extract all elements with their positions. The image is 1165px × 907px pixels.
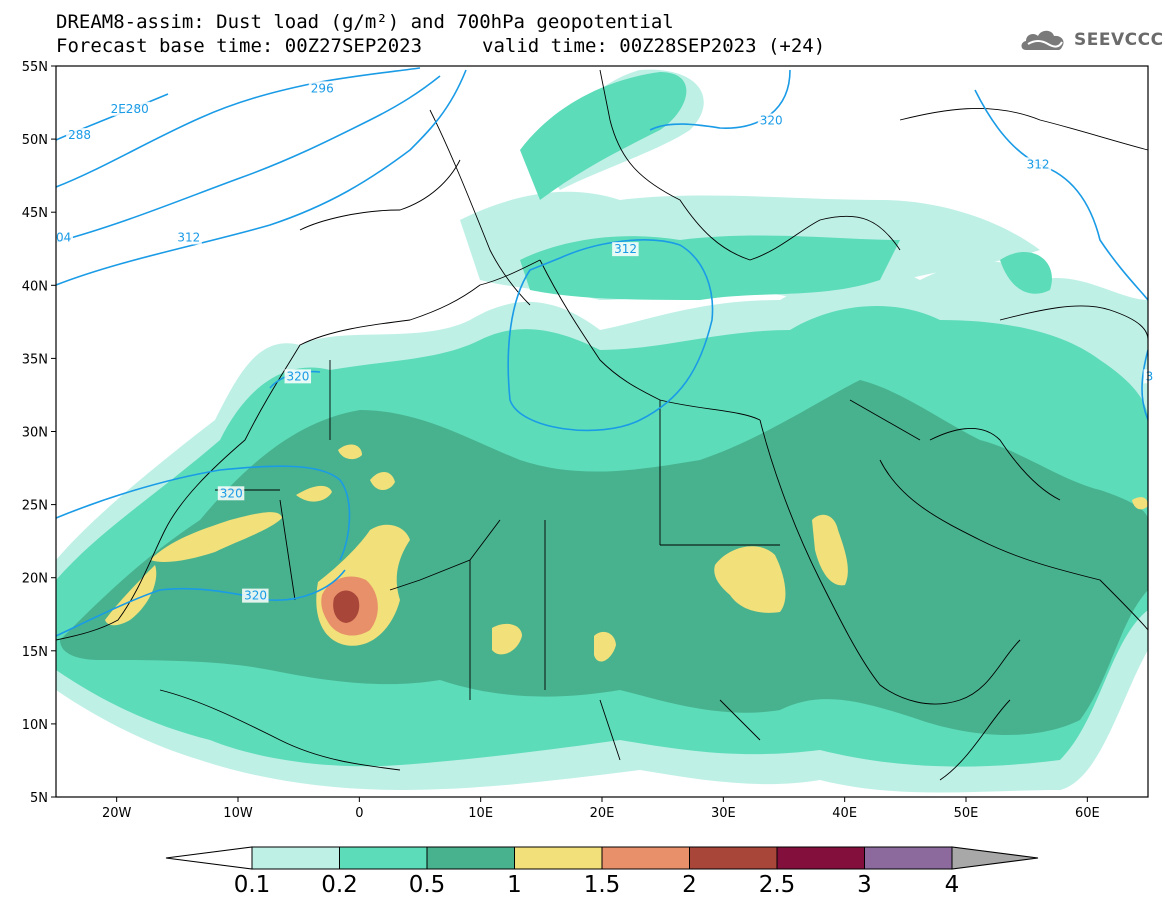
lon-tick-label: 20E xyxy=(590,806,615,821)
contour-label: 312 xyxy=(614,242,637,256)
lat-tick-label: 35N xyxy=(22,352,48,367)
valid-time: valid time: 00Z28SEP2023 (+24) xyxy=(482,35,826,57)
latitude-axis: 55N 50N 45N 40N 35N 30N 25N 20N 15N 10N 5N xyxy=(22,60,56,806)
colorbar-segment xyxy=(514,846,603,870)
colorbar-label: 2.5 xyxy=(759,872,796,898)
lat-tick-label: 55N xyxy=(22,60,48,75)
colorbar-segment xyxy=(601,846,690,870)
dust-band-2 xyxy=(333,590,360,623)
colorbar-segment xyxy=(864,846,953,870)
dust-band-0-5 xyxy=(60,380,1148,735)
contour-label: 320 xyxy=(287,369,310,383)
coastlines xyxy=(56,69,1148,781)
colorbar-upper-arrow xyxy=(951,846,1039,870)
contour-label-bg xyxy=(1143,369,1156,384)
contour-label-bg xyxy=(612,242,639,257)
map-title: DREAM8-assim: Dust load (g/m²) and 700hP… xyxy=(56,11,674,33)
contour-label-bg xyxy=(66,128,93,143)
contour-label: 288 xyxy=(68,128,91,142)
colorbar-label: 3 xyxy=(857,872,872,898)
lon-tick-label: 0 xyxy=(355,806,363,821)
contour-labels: 2E280 288 296 04 312 312 320 312 320 320 320 3 xyxy=(54,81,1156,603)
contour-label: 2E280 xyxy=(111,102,149,116)
lat-tick-label: 50N xyxy=(22,133,48,148)
dust-field xyxy=(56,69,1148,793)
contour-label-bg xyxy=(54,230,73,245)
colorbar-label: 1.5 xyxy=(584,872,621,898)
colorbar-label: 0.1 xyxy=(234,872,271,898)
lat-tick-label: 40N xyxy=(22,279,48,294)
lon-tick-label: 20W xyxy=(102,806,132,821)
contour-label-bg xyxy=(108,101,151,116)
contour-label-bg xyxy=(308,81,336,96)
colorbar-segment xyxy=(251,846,340,870)
lon-tick-label: 50E xyxy=(954,806,979,821)
contour-label-bg xyxy=(175,230,202,245)
lon-tick-label: 10W xyxy=(223,806,253,821)
geopotential-contours xyxy=(56,67,1148,637)
colorbar-segment xyxy=(776,846,865,870)
lat-tick-label: 20N xyxy=(22,572,48,587)
logo-text: SEEVCCC xyxy=(1074,30,1164,50)
colorbar-label: 0.2 xyxy=(321,872,358,898)
colorbar-lower-arrow xyxy=(165,846,253,870)
colorbar-label: 4 xyxy=(945,872,960,898)
lon-tick-label: 40E xyxy=(832,806,857,821)
contour-label-bg xyxy=(1024,157,1052,172)
seevccc-logo: SEEVCCC xyxy=(1018,26,1164,54)
lat-tick-label: 5N xyxy=(30,791,48,806)
lon-tick-label: 60E xyxy=(1075,806,1100,821)
contour-label: 320 xyxy=(220,486,243,500)
contour-label: 320 xyxy=(244,589,267,603)
lat-tick-label: 25N xyxy=(22,499,48,514)
longitude-axis: 20W 10W 0 10E 20E 30E 40E 50E 60E xyxy=(102,797,1100,821)
contour-label-bg xyxy=(284,369,312,384)
contour-label: 320 xyxy=(760,113,783,127)
forecast-base-time: Forecast base time: 00Z27SEP2023 xyxy=(56,35,423,57)
colorbar: 0.1 0.2 0.5 1 1.5 2 2.5 3 4 xyxy=(165,846,1039,898)
contour-label-bg xyxy=(757,113,785,128)
lon-tick-label: 30E xyxy=(711,806,736,821)
contour-label-bg xyxy=(242,588,269,603)
colorbar-label: 1 xyxy=(507,872,522,898)
contour-label: 296 xyxy=(311,81,334,95)
colorbar-segment xyxy=(339,846,428,870)
lat-tick-label: 30N xyxy=(22,426,48,441)
lat-tick-label: 10N xyxy=(22,718,48,733)
colorbar-segment xyxy=(426,846,515,870)
lat-tick-label: 45N xyxy=(22,206,48,221)
contour-label: 3 xyxy=(1146,369,1154,383)
lon-tick-label: 10E xyxy=(468,806,493,821)
contour-label: 04 xyxy=(56,230,71,244)
colorbar-label: 2 xyxy=(682,872,697,898)
contour-label-bg xyxy=(217,486,245,501)
lat-tick-label: 15N xyxy=(22,645,48,660)
contour-label: 312 xyxy=(1027,157,1050,171)
cloud-icon xyxy=(1021,30,1064,50)
colorbar-segment xyxy=(689,846,778,870)
colorbar-label: 0.5 xyxy=(409,872,446,898)
contour-label: 312 xyxy=(177,230,200,244)
